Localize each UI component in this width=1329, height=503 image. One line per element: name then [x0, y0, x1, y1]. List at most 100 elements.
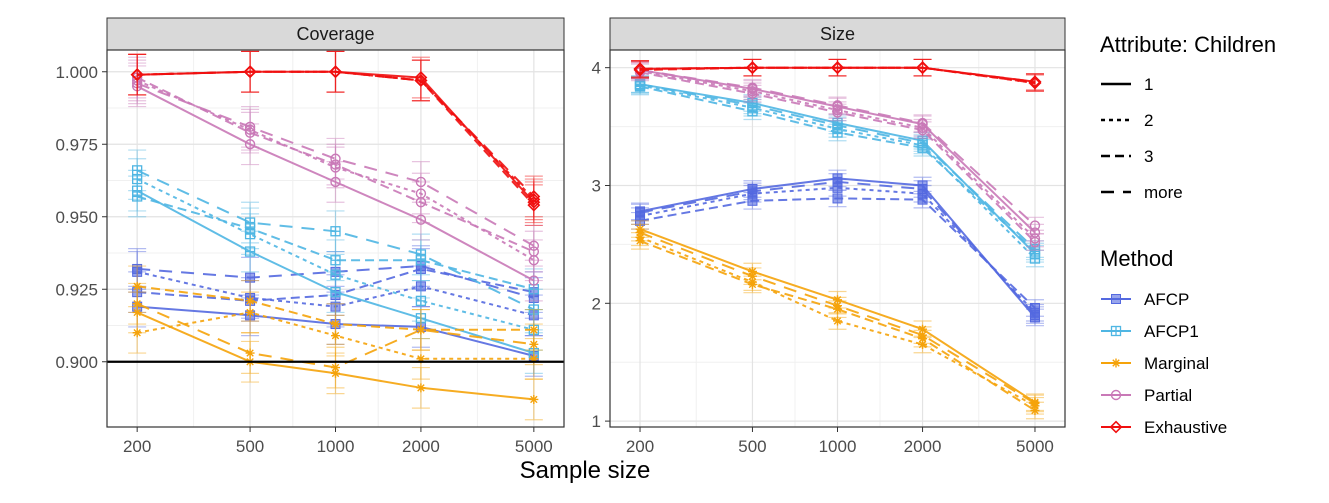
- error-bar: [411, 161, 430, 203]
- error-bar: [524, 175, 543, 218]
- marginal-marker: [529, 325, 539, 335]
- partial-marker: [330, 159, 341, 170]
- marginal-marker: [331, 331, 340, 341]
- afcp1-marker-cross: [529, 284, 539, 294]
- x-axis-label: Sample size: [520, 457, 651, 484]
- exhaustive-marker: [633, 62, 647, 76]
- x-tick-label: 5000: [1016, 437, 1054, 456]
- exhaustive-marker: [1028, 75, 1042, 89]
- y-tick-label: 0.975: [55, 135, 98, 154]
- panel-border: [609, 49, 1066, 428]
- error-bar: [128, 53, 147, 96]
- series-line: [639, 66, 1036, 83]
- marginal-marker: [918, 324, 928, 334]
- y-tick-label: 1: [592, 412, 601, 431]
- y-tick-label: 1.000: [55, 63, 98, 82]
- error-bar: [326, 137, 345, 180]
- marginal-marker: [416, 325, 426, 335]
- exhaustive-marker: [414, 71, 428, 84]
- marginal-marker: [1111, 358, 1121, 368]
- marginal-marker: [747, 271, 757, 281]
- exhaustive-marker: [527, 190, 541, 203]
- series-line: [639, 236, 1036, 407]
- marginal-marker: [1030, 406, 1040, 416]
- x-tick-label: 5000: [515, 437, 553, 456]
- afcp1-marker-cross: [833, 120, 842, 130]
- x-tick-label: 1000: [819, 437, 857, 456]
- series-line: [137, 70, 535, 198]
- partial-marker: [747, 82, 758, 93]
- method-label: Exhaustive: [1144, 418, 1227, 437]
- marginal-marker: [635, 236, 645, 246]
- series-exhaustive-more: [128, 50, 543, 218]
- marginal-marker: [132, 281, 142, 291]
- series-afcp1-more: [631, 75, 1044, 258]
- marginal-marker: [918, 330, 928, 340]
- facet-strip: [106, 17, 565, 51]
- marginal-marker: [635, 228, 645, 238]
- partial-marker: [131, 72, 143, 83]
- afcp1-marker-cross: [1111, 326, 1121, 336]
- marginal-marker: [331, 363, 340, 373]
- marginal-marker: [416, 354, 426, 364]
- panel-border: [106, 49, 565, 428]
- partial-marker: [1029, 236, 1041, 248]
- exhaustive-marker: [414, 74, 428, 87]
- marginal-marker: [331, 319, 340, 329]
- afcp-marker: [635, 207, 646, 218]
- x-tick-label: 500: [236, 437, 264, 456]
- facet-strip: [609, 17, 1066, 51]
- marginal-marker: [245, 348, 255, 358]
- afcp-marker: [415, 281, 426, 292]
- afcp1-marker-cross: [416, 249, 426, 259]
- marginal-marker: [132, 328, 142, 338]
- series-line: [639, 69, 1036, 227]
- marginal-marker: [245, 296, 255, 306]
- partial-marker: [330, 153, 341, 164]
- afcp1-marker-cross: [245, 218, 255, 228]
- exhaustive-marker: [746, 61, 759, 75]
- exhaustive-marker: [243, 65, 257, 79]
- afcp-marker: [330, 301, 341, 312]
- partial-marker: [747, 88, 758, 99]
- error-bar: [1025, 233, 1044, 251]
- y-tick-label: 0.925: [55, 280, 98, 299]
- marginal-marker: [529, 394, 539, 404]
- marginal-marker: [747, 279, 757, 289]
- error-bar: [411, 56, 430, 99]
- marginal-marker: [833, 301, 842, 311]
- exhaustive-marker: [1109, 420, 1123, 434]
- partial-marker: [415, 197, 427, 208]
- series-line: [136, 76, 535, 253]
- series-afcp1-more: [128, 149, 543, 331]
- coverage-panel: Coverage 200 500 1000 2000 5000 0.900 0.925 0.95…: [55, 17, 565, 456]
- series-exhaustive-more: [631, 58, 1044, 91]
- y-tick-label: 0.950: [55, 208, 98, 227]
- series-partial-1: [128, 65, 543, 302]
- size-panel: Size 200 500 1000 2000 5000 1 2 3 4: [592, 17, 1066, 456]
- partial-marker: [917, 124, 928, 136]
- series-line: [136, 195, 535, 291]
- exhaustive-marker: [130, 68, 144, 82]
- partial-marker: [415, 214, 427, 225]
- marginal-marker: [918, 340, 928, 350]
- error-bar: [128, 53, 147, 96]
- afcp1-marker-cross: [918, 138, 928, 148]
- error-bar: [241, 108, 260, 151]
- error-bar: [128, 56, 147, 99]
- afcp1-marker-cross: [132, 165, 142, 175]
- partial-marker: [1029, 220, 1041, 231]
- error-bar: [913, 121, 932, 139]
- afcp-marker: [832, 193, 843, 204]
- error-bar: [524, 259, 543, 302]
- method-label: Marginal: [1144, 354, 1209, 373]
- series-line: [136, 79, 535, 262]
- partial-marker: [832, 107, 843, 118]
- series-partial-3: [631, 63, 1044, 251]
- series-partial-3: [128, 56, 543, 273]
- error-bar: [828, 96, 847, 115]
- method-label: AFCP: [1144, 290, 1189, 309]
- linetype-label: 2: [1144, 111, 1153, 130]
- partial-marker: [415, 176, 427, 188]
- series-marginal-more: [128, 282, 543, 389]
